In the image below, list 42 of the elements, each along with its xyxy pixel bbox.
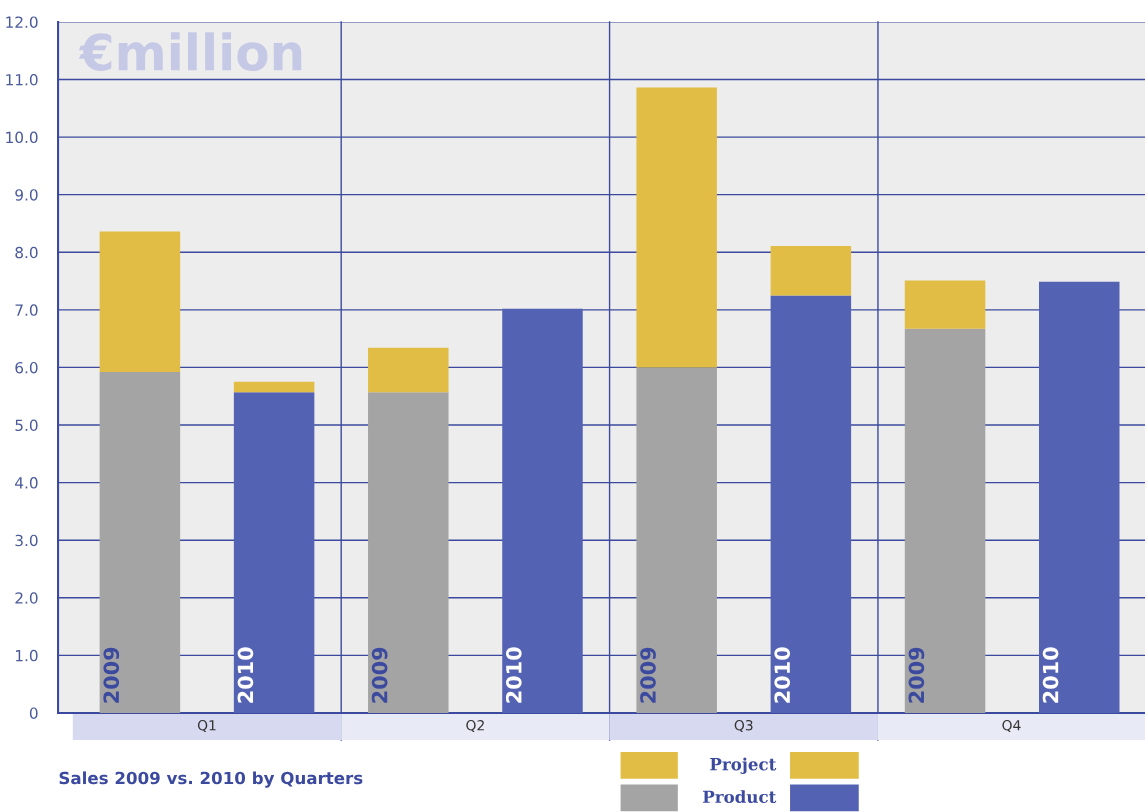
bar: [770, 245, 852, 296]
x-tick-label: 2010: [505, 647, 522, 703]
bar: [636, 87, 717, 368]
y-tick-label: 4.0: [15, 477, 38, 489]
text: Q2: [466, 719, 484, 733]
text: Q4: [1002, 719, 1021, 733]
y-tick-label: 9.0: [15, 189, 38, 201]
y-tick-label: 11.0: [6, 73, 38, 86]
y-tick-label: 2.0: [15, 592, 38, 604]
legend-label: Product: [703, 790, 777, 804]
bar: [368, 392, 449, 713]
x-tick-label: 2009: [908, 647, 925, 703]
x-tick-label: 2010: [237, 647, 254, 703]
x-tick-label: 2010: [774, 647, 791, 703]
y-tick-label: 6.0: [15, 361, 38, 374]
bar: [904, 328, 986, 713]
bar: [904, 280, 986, 329]
text: Q1: [197, 719, 216, 733]
y-tick-label: 5.0: [15, 419, 38, 432]
y-tick-label: 10.0: [6, 131, 38, 144]
x-tick-label: 2009: [103, 647, 120, 703]
y-tick-label: 3.0: [15, 534, 38, 547]
bar: [636, 367, 717, 713]
text: Sales 2009 vs. 2010 by Quarters: [59, 771, 363, 788]
x-tick-label: 2010: [1042, 647, 1059, 703]
bar: [502, 308, 583, 713]
y-tick-label: 12.0: [6, 16, 38, 28]
bar: [368, 347, 449, 393]
x-tick-label: 2009: [371, 647, 388, 703]
bar: [233, 381, 315, 393]
y-tick-label: 0: [29, 707, 38, 719]
bar: [233, 392, 315, 713]
y-tick-label: 1.0: [15, 649, 38, 662]
y-tick-label: 7.0: [15, 304, 38, 316]
bar: [1038, 281, 1120, 713]
bar: [99, 372, 181, 713]
y-tick-label: 8.0: [15, 246, 38, 259]
x-tick-label: 2009: [640, 647, 656, 703]
bar: [770, 295, 852, 713]
bar: [99, 231, 181, 373]
text: Q3: [734, 719, 753, 733]
legend-label: Project: [710, 757, 777, 774]
